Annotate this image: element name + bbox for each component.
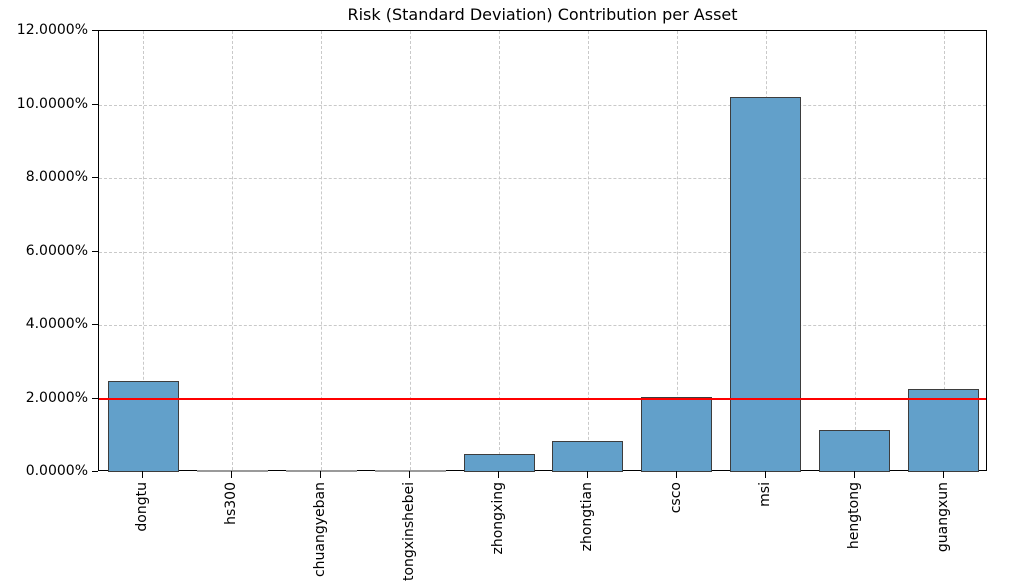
bar-tongxinshebei bbox=[374, 470, 446, 472]
xtick-mark-guangxun bbox=[942, 471, 944, 478]
vgridline-hs300 bbox=[232, 31, 234, 470]
vgridline-chuangyeban bbox=[321, 31, 323, 470]
hgridline-4 bbox=[99, 325, 986, 326]
xtick-label-tongxinshebei: tongxinshebei bbox=[401, 482, 418, 582]
ytick-label-4: 4.0000% bbox=[25, 316, 88, 332]
plot-area bbox=[98, 30, 987, 472]
ytick-mark-10 bbox=[92, 103, 98, 105]
xtick-mark-hs300 bbox=[231, 471, 233, 478]
vgridline-guangxun bbox=[943, 31, 945, 470]
ytick-label-10: 10.0000% bbox=[16, 95, 88, 112]
bar-csco bbox=[641, 396, 713, 472]
bar-hs300 bbox=[196, 470, 268, 472]
vgridline-dongtu bbox=[143, 31, 145, 470]
bar-chuangyeban bbox=[285, 470, 357, 472]
vgridline-hengtong bbox=[854, 31, 856, 470]
xtick-label-chuangyeban: chuangyeban bbox=[312, 482, 329, 578]
xtick-mark-csco bbox=[675, 471, 677, 478]
hgridline-8 bbox=[99, 178, 986, 179]
ytick-mark-12 bbox=[92, 30, 98, 31]
bar-msi bbox=[730, 97, 802, 472]
bar-dongtu bbox=[107, 380, 179, 472]
xtick-label-msi: msi bbox=[756, 482, 773, 507]
xtick-label-zhongxing: zhongxing bbox=[490, 482, 507, 555]
chart-title: Risk (Standard Deviation) Contribution p… bbox=[347, 5, 738, 24]
xtick-mark-dongtu bbox=[142, 471, 144, 478]
ytick-mark-6 bbox=[92, 250, 98, 252]
ytick-mark-2 bbox=[92, 397, 98, 399]
ytick-label-8: 8.0000% bbox=[25, 169, 88, 185]
vgridline-zhongtian bbox=[587, 31, 589, 470]
xtick-label-zhongtian: zhongtian bbox=[578, 482, 595, 552]
ytick-label-0: 0.0000% bbox=[25, 463, 88, 479]
xtick-mark-zhongtian bbox=[586, 471, 588, 478]
hgridline-10 bbox=[99, 104, 986, 106]
xtick-label-dongtu: dongtu bbox=[134, 482, 151, 532]
ytick-label-6: 6.0000% bbox=[25, 242, 88, 259]
xtick-mark-msi bbox=[764, 471, 766, 478]
xtick-mark-chuangyeban bbox=[320, 471, 322, 478]
hgridline-6 bbox=[99, 251, 986, 253]
vgridline-tongxinshebei bbox=[410, 31, 412, 470]
bar-hengtong bbox=[819, 430, 891, 472]
xtick-label-hengtong: hengtong bbox=[845, 482, 862, 550]
xtick-mark-hengtong bbox=[853, 471, 855, 478]
xtick-label-csco: csco bbox=[667, 482, 684, 514]
bar-zhongtian bbox=[552, 441, 624, 472]
bar-guangxun bbox=[908, 388, 980, 472]
ytick-label-2: 2.0000% bbox=[25, 389, 88, 406]
xtick-mark-zhongxing bbox=[498, 471, 500, 478]
ytick-mark-0 bbox=[92, 471, 98, 472]
ytick-label-12: 12.0000% bbox=[16, 22, 88, 38]
xtick-mark-tongxinshebei bbox=[409, 471, 411, 478]
vgridline-csco bbox=[676, 31, 678, 470]
ytick-mark-4 bbox=[92, 324, 98, 325]
xtick-label-hs300: hs300 bbox=[223, 482, 240, 525]
vgridline-zhongxing bbox=[499, 31, 501, 470]
bar-zhongxing bbox=[463, 453, 535, 472]
reference-line bbox=[99, 397, 986, 400]
xtick-label-guangxun: guangxun bbox=[934, 482, 951, 553]
ytick-mark-8 bbox=[92, 177, 98, 178]
